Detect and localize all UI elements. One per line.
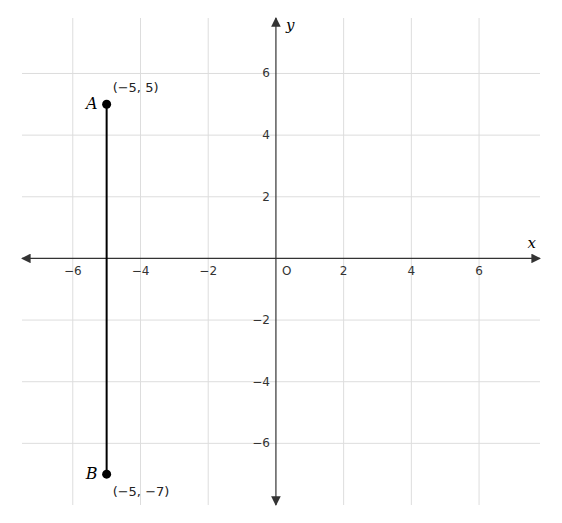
grid-line (22, 73, 540, 74)
x-tick-label: −6 (64, 264, 82, 278)
point-label: B (85, 464, 98, 483)
y-tick-label: −6 (252, 436, 270, 450)
point-label: A (84, 94, 98, 113)
y-tick-label: 4 (262, 128, 270, 142)
grid-line (22, 135, 540, 136)
x-tick-label: 2 (340, 264, 348, 278)
x-tick-label: 4 (408, 264, 416, 278)
segment (106, 104, 108, 474)
grid (22, 18, 540, 505)
x-axis-line (22, 258, 540, 259)
x-tick-label: −4 (132, 264, 150, 278)
labels: A (−5, 5) B (−5, −7) (84, 80, 169, 499)
annotation: O (282, 264, 291, 278)
plot-data (102, 100, 111, 479)
y-tick-label: −2 (252, 313, 270, 327)
axes: −6 −4 −2 2 4 6 −6 −4 −2 2 4 6 (22, 18, 540, 505)
grid-line (479, 18, 480, 505)
point (102, 100, 111, 109)
grid-line (208, 18, 209, 505)
point (102, 470, 111, 479)
y-tick-label: −4 (252, 375, 270, 389)
y-tick-label: 6 (262, 66, 270, 80)
x-tick-label: 6 (475, 264, 483, 278)
y-axis-label: y (285, 16, 295, 34)
grid-line (22, 443, 540, 444)
grid-line (22, 320, 540, 321)
chart: −6 −4 −2 2 4 6 −6 −4 −2 2 4 6 x y O A (−5, 5) B (−5, −7) (0, 0, 562, 523)
grid-line (22, 381, 540, 382)
grid-line (72, 18, 73, 505)
data-label: (−5, −7) (113, 484, 170, 499)
grid-line (22, 196, 540, 197)
grid-line (411, 18, 412, 505)
x-tick-label: −2 (199, 264, 217, 278)
x-axis-label: x (528, 234, 537, 252)
y-tick-label: 2 (262, 190, 270, 204)
grid-line (343, 18, 344, 505)
data-label: (−5, 5) (113, 80, 159, 95)
y-axis-line (275, 18, 276, 505)
